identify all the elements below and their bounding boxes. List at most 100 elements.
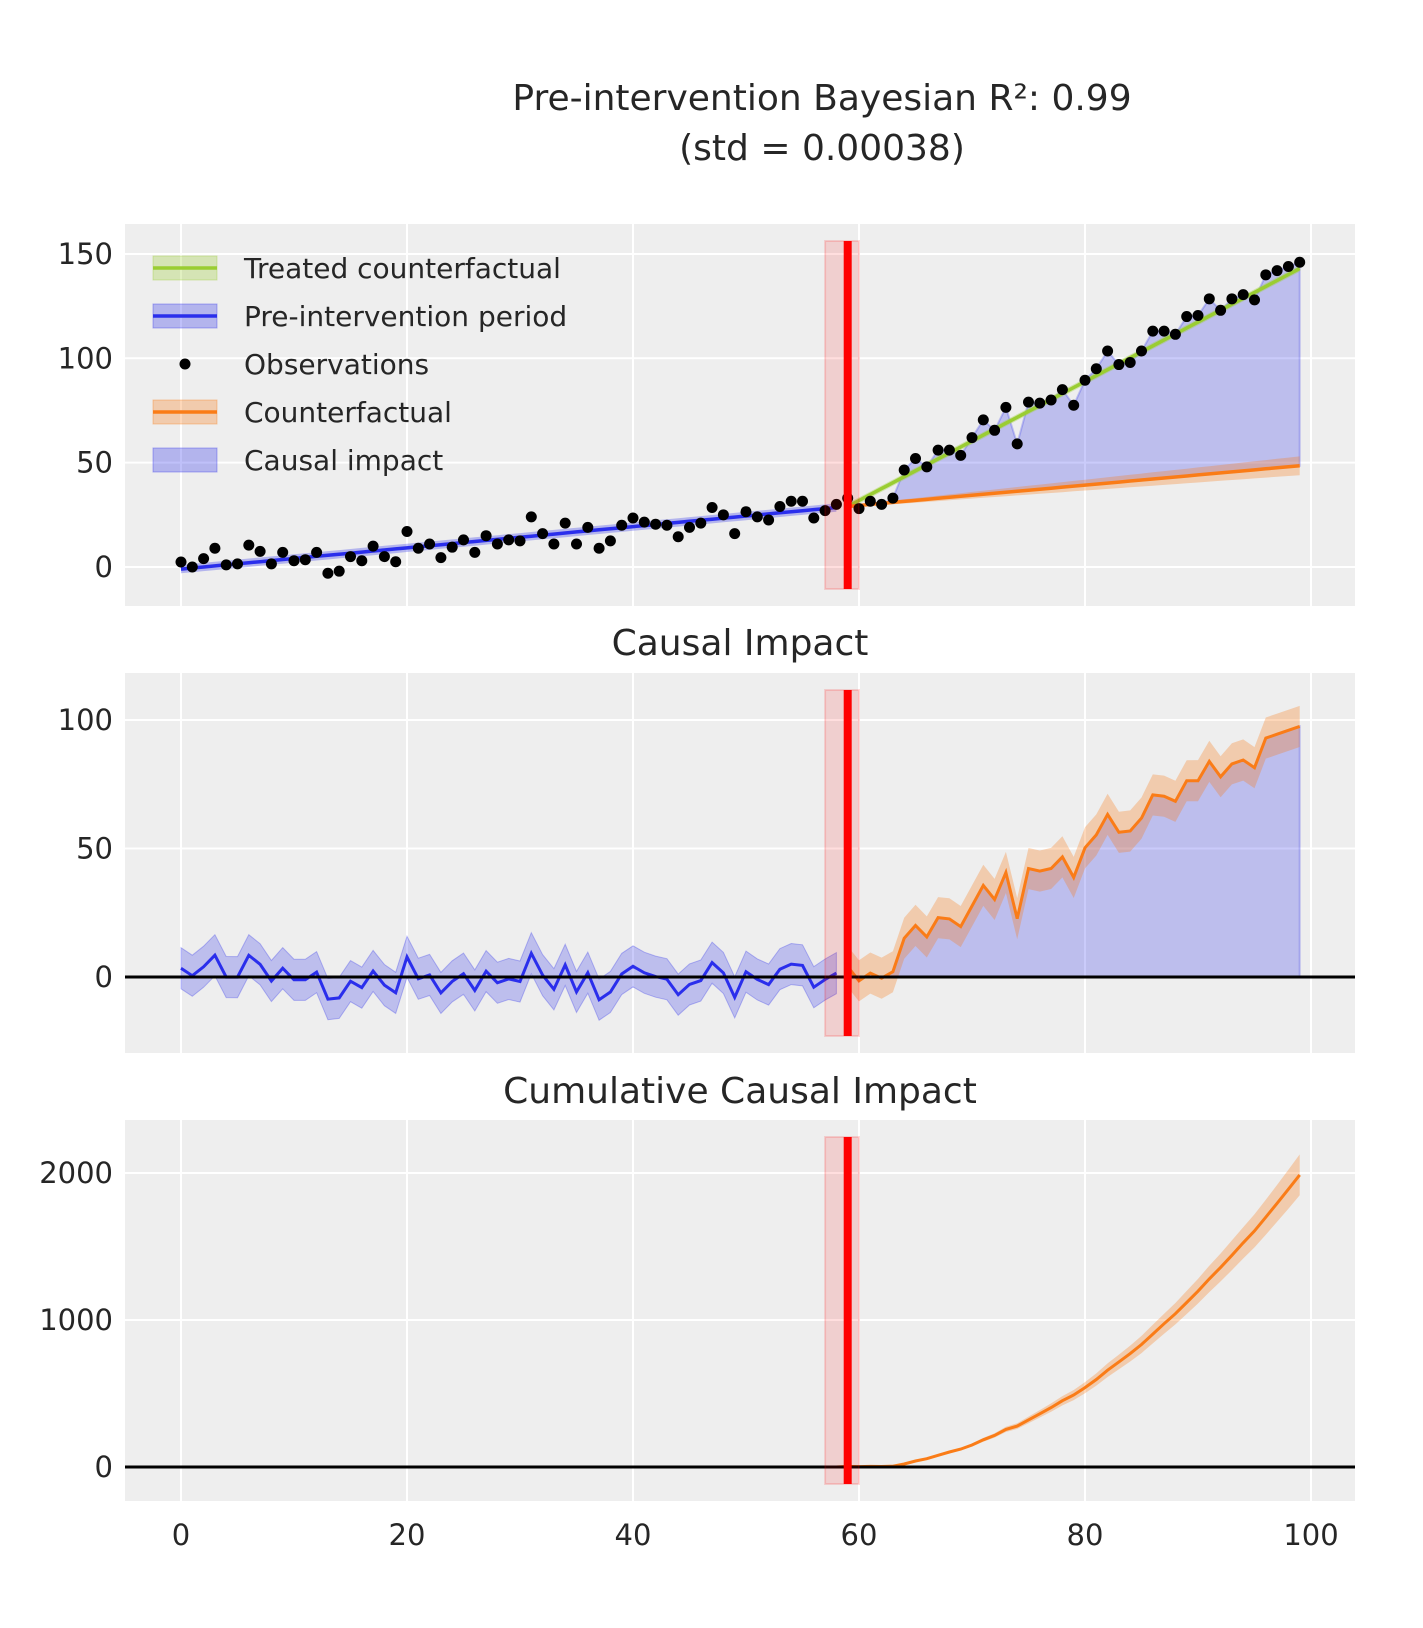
observation-point bbox=[1056, 384, 1068, 396]
observation-point bbox=[797, 495, 808, 507]
observation-point bbox=[955, 449, 967, 461]
panel-1: 0 50 100 150 bbox=[58, 224, 1355, 606]
observation-point bbox=[265, 558, 277, 570]
observation-point bbox=[1237, 289, 1249, 301]
y-tick-label: 100 bbox=[58, 703, 113, 737]
observation-point bbox=[1124, 356, 1136, 368]
observation-point bbox=[1023, 396, 1034, 408]
post-impact-line bbox=[846, 724, 1301, 983]
observation-point bbox=[1136, 345, 1147, 357]
observation-point bbox=[751, 511, 763, 523]
observation-point bbox=[446, 541, 458, 553]
legend-swatch-band bbox=[152, 447, 218, 473]
legend-swatch-dot bbox=[179, 358, 191, 370]
observation-point bbox=[345, 551, 356, 563]
plot-background bbox=[125, 673, 1355, 1053]
panel-3: 0 1000 2000 0 20 40 60 80 100 bbox=[39, 1120, 1355, 1552]
x-tick-label: 100 bbox=[1283, 1518, 1338, 1552]
y-tick-label: 1000 bbox=[39, 1303, 113, 1337]
observation-point bbox=[1282, 260, 1294, 272]
y-tick-label: 0 bbox=[95, 960, 113, 994]
observation-point bbox=[932, 444, 944, 456]
observation-point bbox=[571, 538, 582, 550]
observation-point bbox=[1249, 294, 1260, 306]
observation-point bbox=[537, 528, 549, 540]
observation-point bbox=[650, 518, 662, 530]
observation-point bbox=[243, 539, 255, 551]
observation-point bbox=[1045, 394, 1057, 406]
panel-3-title: Cumulative Causal Impact bbox=[503, 1071, 977, 1112]
observation-point bbox=[424, 538, 436, 550]
observation-point bbox=[435, 552, 447, 564]
observation-point bbox=[989, 424, 1001, 436]
observation-point bbox=[186, 561, 198, 573]
observation-point bbox=[627, 512, 639, 524]
observation-point bbox=[1226, 293, 1238, 305]
legend-label: Counterfactual bbox=[244, 396, 452, 429]
observation-point bbox=[774, 500, 786, 512]
y-tick-label: 0 bbox=[95, 1450, 113, 1484]
observation-point bbox=[706, 502, 718, 514]
observation-point bbox=[220, 559, 232, 571]
observation-point bbox=[333, 565, 345, 577]
observation-point bbox=[390, 556, 402, 568]
observation-point bbox=[1034, 397, 1046, 409]
observation-point bbox=[1090, 363, 1102, 375]
observation-point bbox=[638, 516, 650, 528]
x-tick-label: 80 bbox=[1067, 1518, 1104, 1552]
legend: Treated counterfactual Pre-intervention p… bbox=[152, 252, 567, 477]
observation-point bbox=[548, 538, 560, 550]
plot-background bbox=[125, 224, 1355, 606]
observation-point bbox=[943, 444, 955, 456]
observation-point bbox=[1203, 293, 1215, 305]
observation-point bbox=[198, 553, 210, 565]
observation-point bbox=[604, 535, 616, 547]
observation-point bbox=[876, 498, 888, 510]
observation-point bbox=[469, 546, 481, 558]
observation-point bbox=[921, 461, 933, 473]
observation-point bbox=[356, 555, 368, 567]
observation-point bbox=[458, 534, 469, 546]
title-line-2: (std = 0.00038) bbox=[679, 128, 965, 169]
observation-point bbox=[830, 498, 842, 510]
y-tick-label: 50 bbox=[76, 832, 113, 866]
observation-point bbox=[1215, 304, 1227, 316]
intervention-hdi-band bbox=[824, 1136, 860, 1485]
observation-point bbox=[1294, 256, 1306, 268]
observation-point bbox=[254, 545, 266, 557]
observation-point bbox=[1192, 310, 1204, 322]
observation-point bbox=[672, 531, 684, 543]
observation-point bbox=[1011, 438, 1023, 450]
observation-point bbox=[1271, 265, 1283, 277]
observation-point bbox=[740, 506, 752, 518]
observation-point bbox=[977, 414, 989, 426]
observation-point bbox=[1102, 345, 1114, 357]
y-tick-label: 50 bbox=[76, 446, 113, 480]
observation-point bbox=[311, 546, 323, 558]
counterfactual-line bbox=[847, 464, 1300, 509]
observation-point bbox=[695, 517, 707, 529]
observation-point bbox=[1169, 328, 1181, 340]
panel-2: 0 50 100 bbox=[58, 673, 1355, 1053]
observation-point bbox=[1068, 399, 1080, 411]
observation-point bbox=[491, 538, 503, 550]
y-tick-label: 2000 bbox=[39, 1156, 113, 1190]
observation-point bbox=[378, 551, 390, 563]
observation-point bbox=[729, 528, 741, 540]
observation-point bbox=[763, 514, 775, 526]
observation-point bbox=[232, 558, 243, 570]
x-tick-label: 20 bbox=[389, 1518, 426, 1552]
observation-point bbox=[966, 432, 978, 444]
observation-point bbox=[277, 546, 289, 558]
legend-label: Observations bbox=[244, 348, 429, 381]
observation-point bbox=[785, 495, 797, 507]
observation-point bbox=[717, 509, 729, 521]
observation-point bbox=[559, 517, 571, 529]
x-tick-label: 40 bbox=[615, 1518, 652, 1552]
observation-point bbox=[412, 542, 424, 554]
plot-background bbox=[125, 1120, 1355, 1501]
observation-point bbox=[525, 511, 537, 523]
panel-2-title: Causal Impact bbox=[612, 623, 869, 664]
observation-point bbox=[1260, 269, 1272, 281]
